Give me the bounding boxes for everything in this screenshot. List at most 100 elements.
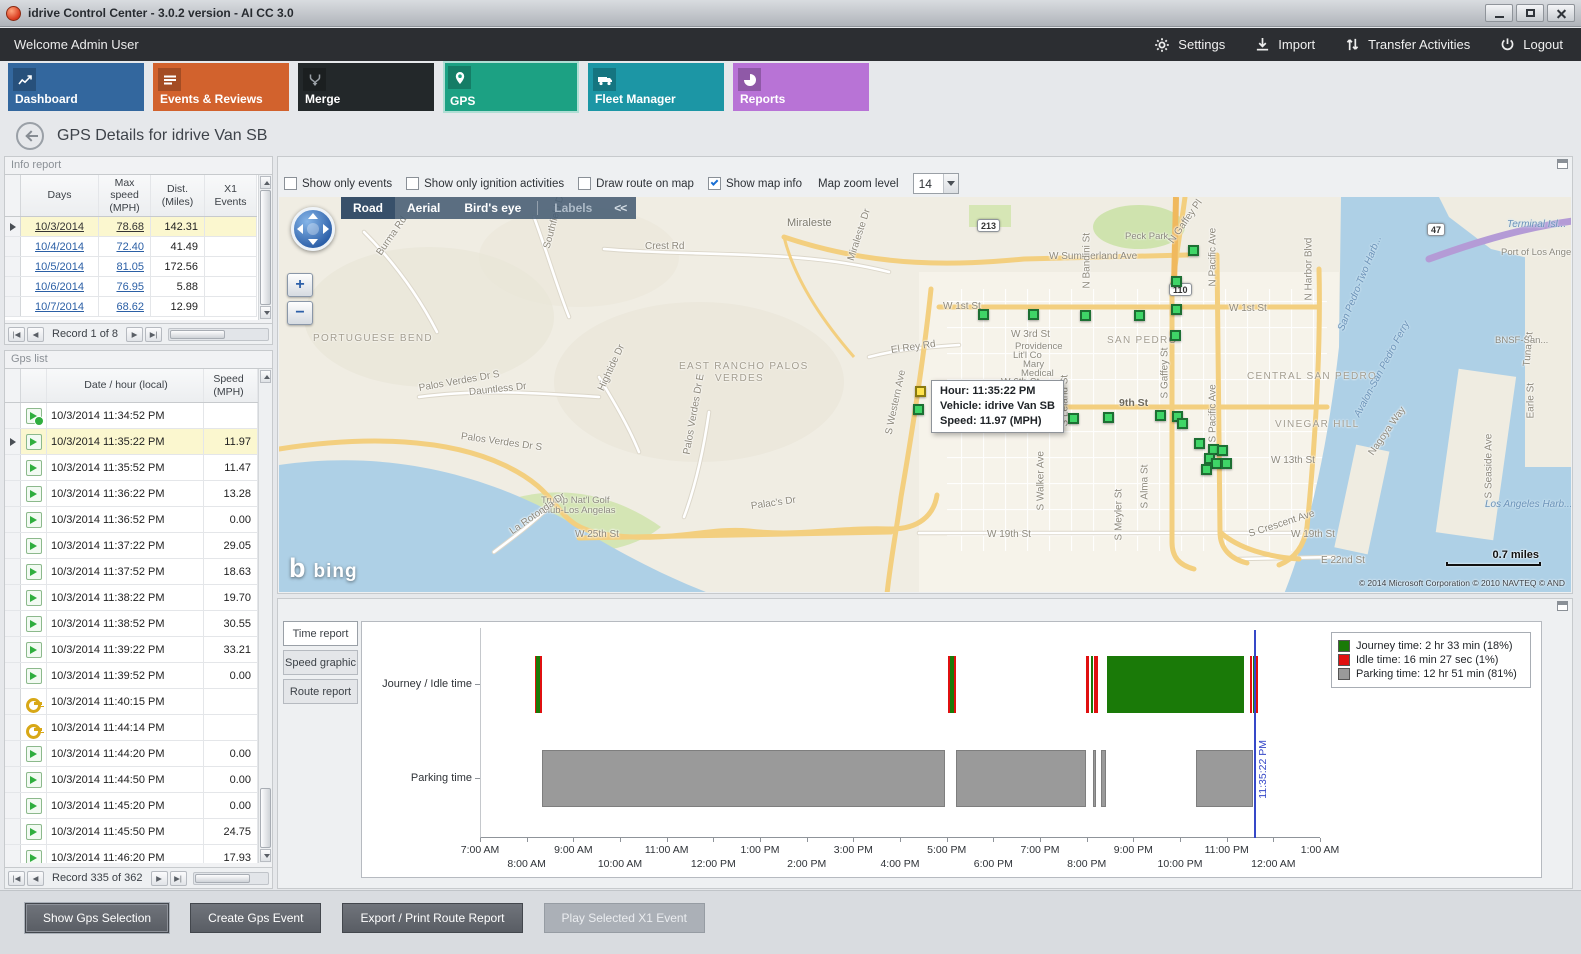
max-speed-link[interactable]: 76.95	[116, 280, 144, 293]
day-link[interactable]: 10/5/2014	[35, 260, 84, 273]
info-table-row[interactable]: 10/6/2014 76.95 5.88	[5, 277, 257, 297]
info-table-row[interactable]: 10/7/2014 68.62 12.99	[5, 297, 257, 317]
back-button[interactable]	[16, 122, 44, 150]
gps-marker[interactable]	[1171, 304, 1182, 315]
max-speed-link[interactable]: 72.40	[116, 240, 144, 253]
gps-table-row[interactable]: 10/3/2014 11:36:22 PM 13.28	[5, 481, 258, 507]
transfer-activities-button[interactable]: Transfer Activities	[1345, 37, 1470, 52]
gps-marker[interactable]	[1171, 276, 1182, 287]
gps-marker[interactable]	[913, 404, 924, 415]
scroll-down-icon[interactable]	[260, 306, 271, 319]
gps-table-row[interactable]: 10/3/2014 11:39:52 PM 0.00	[5, 663, 258, 689]
checkbox-show-only-ignition-activities[interactable]: Show only ignition activities	[406, 177, 564, 190]
info-table-row[interactable]: 10/5/2014 81.05 172.56	[5, 257, 257, 277]
restore-panel-icon[interactable]	[1557, 601, 1568, 611]
grid-hscrollbar[interactable]	[168, 327, 269, 341]
gps-grid-scrollbar[interactable]	[258, 369, 272, 863]
gps-marker[interactable]	[1217, 445, 1228, 456]
map-bar-collapse-button[interactable]: <<	[614, 201, 627, 215]
nav-first-button[interactable]: |◀	[8, 870, 25, 886]
scroll-thumb[interactable]	[260, 190, 271, 305]
column-header-x1-events[interactable]: X1 Events	[205, 175, 257, 216]
column-header-dist-miles[interactable]: Dist. (Miles)	[151, 175, 205, 216]
checkbox-show-map-info[interactable]: Show map info	[707, 177, 802, 190]
grid-hscrollbar[interactable]	[192, 871, 269, 885]
time-cursor-line[interactable]	[1254, 630, 1257, 838]
gps-marker[interactable]	[1221, 458, 1232, 469]
gps-table-row[interactable]: 10/3/2014 11:35:22 PM 11.97	[5, 429, 258, 455]
scroll-down-icon[interactable]	[260, 849, 271, 862]
selected-gps-marker[interactable]	[915, 386, 926, 397]
info-table-row[interactable]: 10/4/2014 72.40 41.49	[5, 237, 257, 257]
max-speed-link[interactable]: 81.05	[116, 260, 144, 273]
export-print-route-report-button[interactable]: Export / Print Route Report	[342, 903, 523, 933]
close-button[interactable]	[1547, 4, 1575, 22]
nav-first-button[interactable]: |◀	[8, 326, 25, 342]
nav-next-button[interactable]: ▶	[126, 326, 144, 342]
column-header-max-speed-mph[interactable]: Max speed (MPH)	[99, 175, 151, 216]
gps-table-row[interactable]: 10/3/2014 11:34:52 PM	[5, 403, 258, 429]
settings-button[interactable]: Settings	[1154, 37, 1225, 53]
map-type-road[interactable]: Road	[341, 197, 395, 219]
map-type-aerial[interactable]: Aerial	[407, 201, 441, 215]
gps-marker[interactable]	[1177, 418, 1188, 429]
info-grid-scrollbar[interactable]	[258, 175, 272, 320]
scroll-up-icon[interactable]	[260, 176, 271, 189]
nav-tab-reports[interactable]: Reports	[733, 63, 869, 111]
minimize-button[interactable]	[1485, 4, 1513, 22]
gps-table-row[interactable]: 10/3/2014 11:44:14 PM	[5, 715, 258, 741]
checkbox-show-only-events[interactable]: Show only events	[284, 177, 392, 190]
gps-marker[interactable]	[1155, 410, 1166, 421]
import-button[interactable]: Import	[1255, 37, 1315, 52]
tab-speed-graphic[interactable]: Speed graphic	[283, 650, 358, 675]
gps-table-row[interactable]: 10/3/2014 11:37:22 PM 29.05	[5, 533, 258, 559]
logout-button[interactable]: Logout	[1500, 37, 1563, 52]
gps-marker[interactable]	[1068, 413, 1079, 424]
checkbox-draw-route-on-map[interactable]: Draw route on map	[578, 177, 694, 190]
info-table-row[interactable]: 10/3/2014 78.68 142.31	[5, 217, 257, 237]
tab-time-report[interactable]: Time report	[283, 621, 358, 646]
map[interactable]: Miraleste Peck Park W Summerland Ave Crest …	[279, 197, 1571, 592]
restore-panel-icon[interactable]	[1557, 159, 1568, 169]
nav-next-button[interactable]: ▶	[150, 870, 168, 886]
map-labels-toggle[interactable]: Labels	[554, 201, 593, 215]
gps-table-row[interactable]: 10/3/2014 11:44:50 PM 0.00	[5, 767, 258, 793]
column-header-speed-mph[interactable]: Speed (MPH)	[204, 369, 258, 402]
gps-marker[interactable]	[1134, 310, 1145, 321]
gps-marker[interactable]	[978, 309, 989, 320]
scroll-thumb[interactable]	[194, 873, 250, 883]
gps-table-row[interactable]: 10/3/2014 11:37:52 PM 18.63	[5, 559, 258, 585]
gps-table-row[interactable]: 10/3/2014 11:38:22 PM 19.70	[5, 585, 258, 611]
gps-table-row[interactable]: 10/3/2014 11:46:20 PM 17.93	[5, 845, 258, 863]
show-gps-selection-button[interactable]: Show Gps Selection	[25, 903, 170, 933]
column-header-date-hour-local[interactable]: Date / hour (local)	[47, 369, 204, 402]
max-speed-link[interactable]: 78.68	[116, 220, 144, 233]
gps-table-row[interactable]: 10/3/2014 11:45:20 PM 0.00	[5, 793, 258, 819]
create-gps-event-button[interactable]: Create Gps Event	[190, 903, 322, 933]
map-zoom-level-select[interactable]: 14	[912, 173, 959, 194]
day-link[interactable]: 10/3/2014	[35, 220, 84, 233]
map-zoom-out-button[interactable]: −	[287, 301, 313, 325]
nav-prev-button[interactable]: ◀	[27, 326, 44, 342]
gps-marker[interactable]	[1170, 330, 1181, 341]
gps-table-row[interactable]: 10/3/2014 11:39:22 PM 33.21	[5, 637, 258, 663]
map-zoom-in-button[interactable]: +	[287, 273, 313, 297]
gps-table-row[interactable]: 10/3/2014 11:36:52 PM 0.00	[5, 507, 258, 533]
gps-table-row[interactable]: 10/3/2014 11:45:50 PM 24.75	[5, 819, 258, 845]
nav-tab-dashboard[interactable]: Dashboard	[8, 63, 144, 111]
maximize-button[interactable]	[1516, 4, 1544, 22]
column-header-days[interactable]: Days	[21, 175, 99, 216]
max-speed-link[interactable]: 68.62	[116, 300, 144, 313]
gps-table-row[interactable]: 10/3/2014 11:38:52 PM 30.55	[5, 611, 258, 637]
day-link[interactable]: 10/4/2014	[35, 240, 84, 253]
gps-marker[interactable]	[1201, 464, 1212, 475]
nav-prev-button[interactable]: ◀	[27, 870, 44, 886]
nav-last-button[interactable]: ▶|	[169, 870, 187, 886]
scroll-up-icon[interactable]	[260, 370, 271, 383]
map-pan-compass[interactable]	[291, 207, 335, 251]
nav-tab-events-reviews[interactable]: Events & Reviews	[153, 63, 289, 111]
nav-tab-gps[interactable]: GPS	[443, 61, 579, 113]
day-link[interactable]: 10/6/2014	[35, 280, 84, 293]
gps-table-row[interactable]: 10/3/2014 11:35:52 PM 11.47	[5, 455, 258, 481]
map-type-birdseye[interactable]: Bird's eye	[464, 201, 522, 215]
